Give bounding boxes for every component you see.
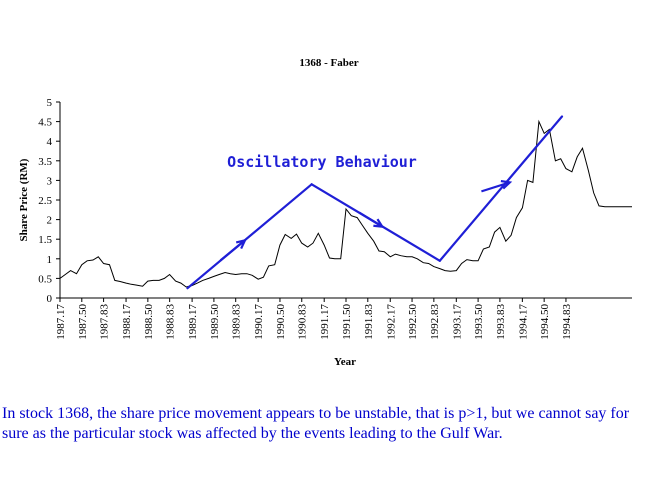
x-tick-label: 1991.83 bbox=[363, 304, 375, 340]
y-tick-label: 0.5 bbox=[38, 273, 52, 285]
x-tick-label: 1989.83 bbox=[231, 304, 243, 340]
y-tick-label: 1 bbox=[47, 254, 53, 266]
trend-arrowhead bbox=[235, 238, 247, 250]
x-tick-label: 1990.50 bbox=[275, 304, 287, 340]
x-tick-label: 1993.50 bbox=[473, 304, 485, 340]
trend-arrow bbox=[358, 211, 383, 228]
x-tick-label: 1988.83 bbox=[165, 304, 177, 340]
y-tick-label: 4.5 bbox=[38, 117, 52, 129]
x-tick-label: 1994.50 bbox=[539, 304, 551, 340]
line-chart: 1368 - Faber Share Price (RM) Year Oscil… bbox=[18, 57, 632, 368]
x-tick-label: 1990.83 bbox=[297, 304, 309, 340]
y-tick-label: 1.5 bbox=[38, 234, 52, 246]
y-axis-label: Share Price (RM) bbox=[18, 158, 30, 241]
x-tick-label: 1993.83 bbox=[495, 304, 507, 340]
x-tick-label: 1988.17 bbox=[121, 304, 133, 340]
x-tick-label: 1991.17 bbox=[319, 304, 331, 340]
x-tick-label: 1987.17 bbox=[55, 304, 67, 340]
trend-arrow bbox=[481, 181, 511, 193]
y-tick-label: 2.5 bbox=[38, 195, 52, 207]
chart-title: 1368 - Faber bbox=[299, 57, 358, 69]
x-axis-label: Year bbox=[334, 356, 356, 368]
y-tick-label: 5 bbox=[47, 97, 53, 109]
x-tick-label: 1987.50 bbox=[77, 304, 89, 340]
x-tick-label: 1988.50 bbox=[143, 304, 155, 340]
x-tick-label: 1987.83 bbox=[99, 304, 111, 340]
caption-text: In stock 1368, the share price movement … bbox=[2, 405, 630, 442]
y-tick-label: 2 bbox=[47, 215, 53, 227]
x-tick-label: 1992.50 bbox=[407, 304, 419, 340]
x-tick-label: 1989.50 bbox=[209, 304, 221, 340]
y-tick-label: 0 bbox=[47, 293, 53, 305]
x-tick-label: 1990.17 bbox=[253, 304, 265, 340]
x-tick-label: 1994.17 bbox=[517, 304, 529, 340]
overlay-label: Oscillatory Behaviour bbox=[227, 153, 417, 171]
y-tick-label: 3.5 bbox=[38, 156, 52, 168]
x-tick-label: 1989.17 bbox=[187, 304, 199, 340]
x-tick-label: 1992.83 bbox=[429, 304, 441, 340]
x-tick-label: 1992.17 bbox=[385, 304, 397, 340]
y-tick-label: 3 bbox=[47, 175, 53, 187]
series-line bbox=[59, 119, 632, 288]
x-tick-label: 1993.17 bbox=[451, 304, 463, 340]
trend-line bbox=[438, 115, 564, 262]
trend-arrow bbox=[219, 239, 246, 262]
x-tick-label: 1991.50 bbox=[341, 304, 353, 340]
y-tick-label: 4 bbox=[47, 136, 53, 148]
x-tick-label: 1994.83 bbox=[561, 304, 573, 340]
trend-arrowhead bbox=[373, 218, 385, 228]
trend-line bbox=[186, 183, 313, 290]
trend-arrowhead bbox=[500, 179, 513, 190]
